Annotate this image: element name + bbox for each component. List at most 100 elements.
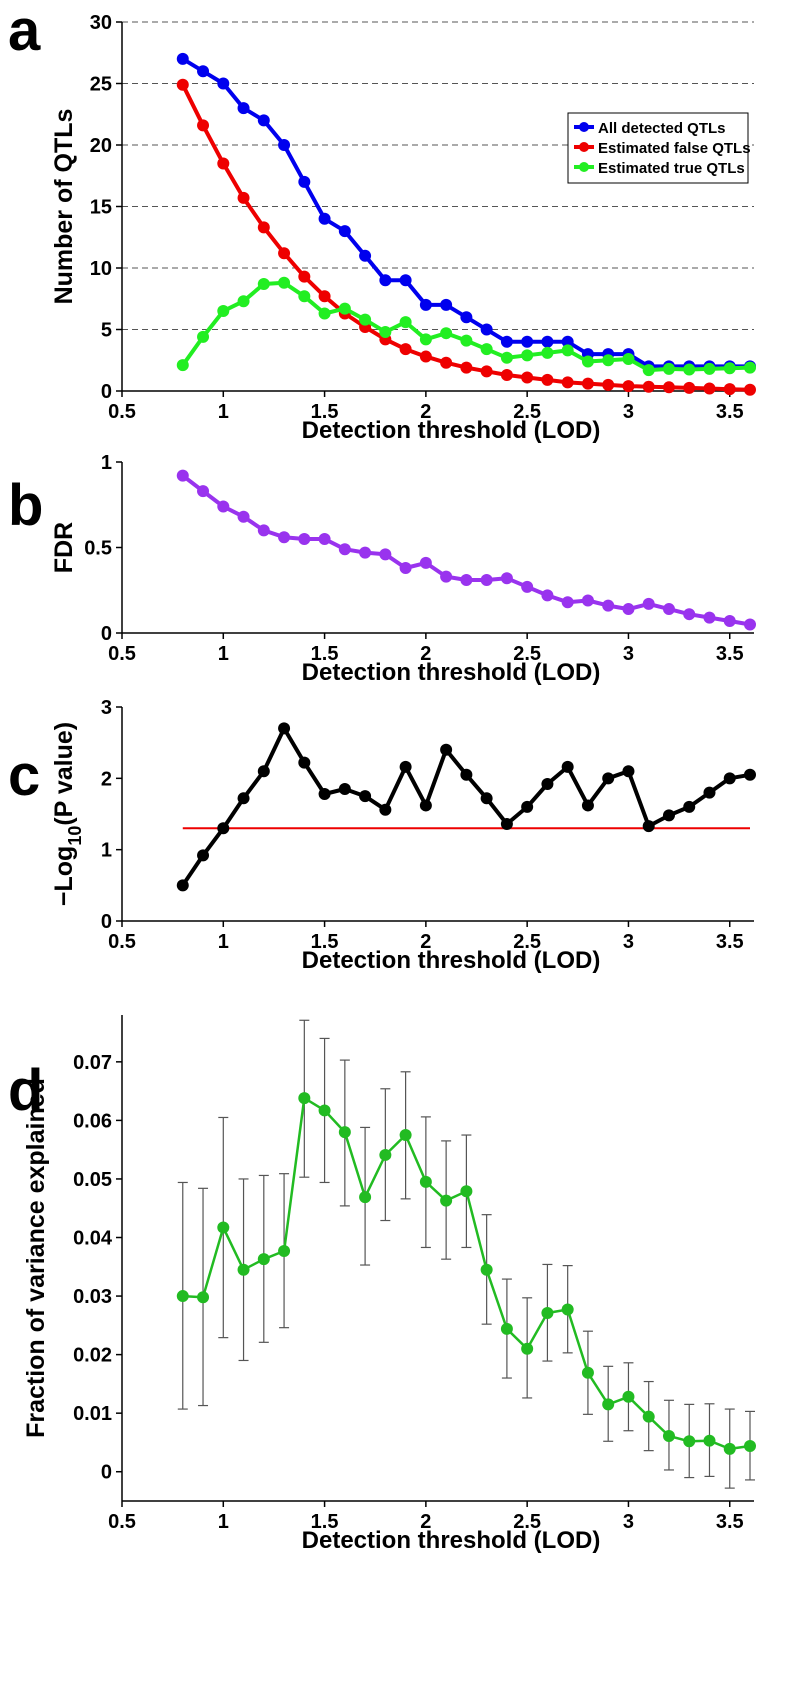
data-point [541, 778, 554, 791]
data-point [217, 822, 230, 835]
data-point [237, 1263, 250, 1276]
data-point [278, 722, 291, 735]
data-point [541, 335, 554, 348]
panel-a: a 0 5 10 15 20 25 30 0.5 1 1.5 2 2.5 3 3.5 Detection t… [8, 0, 756, 444]
data-point [602, 772, 615, 785]
data-point [278, 276, 291, 289]
data-point [622, 765, 635, 778]
data-point [662, 1430, 675, 1443]
y-tick-label: 25 [90, 74, 112, 96]
data-point [278, 139, 291, 151]
data-point [399, 760, 412, 773]
legend: All detected QTLs Estimated false QTLs Est… [567, 112, 751, 184]
data-point [662, 381, 675, 394]
data-point [541, 346, 554, 359]
y-tick-label: 2 [101, 768, 112, 790]
x-tick-label: 3 [623, 1511, 634, 1533]
data-point [500, 572, 513, 585]
data-point [500, 335, 513, 348]
x-tick-label: 3.5 [716, 401, 744, 423]
data-point [257, 765, 270, 778]
data-point [176, 469, 189, 482]
y-tick-label: 10 [90, 258, 112, 280]
x-tick-label: 3.5 [716, 931, 744, 953]
y-tick-label: 0.01 [73, 1403, 112, 1425]
data-point [217, 157, 230, 170]
data-point [298, 290, 311, 303]
data-point [359, 313, 372, 326]
x-tick-label: 1 [218, 643, 229, 665]
data-point [703, 1434, 716, 1447]
data-point [399, 562, 412, 575]
data-point [440, 570, 453, 583]
data-point [440, 743, 453, 756]
data-point [622, 353, 635, 366]
x-tick-label: 3 [623, 401, 634, 423]
data-point [683, 1435, 696, 1448]
y-tick-label: 15 [90, 197, 112, 219]
data-point [662, 809, 675, 822]
data-point [217, 305, 230, 318]
x-tick-label: 1.5 [311, 1511, 339, 1533]
data-point [338, 225, 351, 238]
data-point [237, 102, 250, 115]
data-point [723, 615, 736, 628]
y-axis-label: Fraction of variance explained [22, 1078, 50, 1438]
x-tick-label: 1.5 [311, 643, 339, 665]
legend-swatch-marker [579, 162, 589, 172]
x-tick-label: 0.5 [108, 1511, 136, 1533]
y-tick-label: 1 [101, 840, 112, 862]
data-point [399, 274, 412, 287]
data-point [237, 295, 250, 308]
y-tick-label: 0.04 [73, 1228, 113, 1250]
panel-d: d 0 0.01 0.02 0.03 0.04 0.05 0.06 0.07 0.5 1 1.5 2 2… [8, 1015, 756, 1554]
data-point [440, 1194, 453, 1207]
data-point [500, 817, 513, 830]
y-tick-label: 20 [90, 135, 112, 157]
data-point [521, 580, 534, 593]
data-point [217, 1221, 230, 1234]
panel-label-a: a [8, 0, 41, 63]
data-point [237, 510, 250, 523]
data-point [318, 290, 331, 303]
y-tick-label: 5 [101, 320, 112, 342]
data-point [237, 191, 250, 204]
data-point [602, 378, 615, 391]
data-point [581, 594, 594, 607]
data-point [500, 351, 513, 364]
data-point [602, 1398, 615, 1411]
data-point [642, 597, 655, 610]
data-point [744, 1439, 756, 1452]
series-1 [176, 78, 756, 396]
data-point [500, 1322, 513, 1335]
data-point [237, 792, 250, 805]
data-point [521, 335, 534, 348]
data-point [318, 1104, 331, 1117]
data-point [480, 323, 493, 336]
data-point [460, 361, 473, 374]
data-point [197, 330, 210, 343]
series-0 [176, 469, 756, 631]
data-point [541, 373, 554, 386]
data-point [379, 274, 392, 287]
legend-label: Estimated false QTLs [598, 140, 751, 157]
data-point [176, 78, 189, 91]
data-point [683, 800, 696, 813]
data-point [257, 221, 270, 234]
x-axis-label: Detection threshold (LOD) [302, 417, 601, 444]
legend-swatch-marker [579, 122, 589, 132]
data-point [723, 362, 736, 375]
data-point [419, 298, 432, 311]
x-tick-label: 0.5 [108, 643, 136, 665]
x-tick-label: 2.5 [513, 401, 541, 423]
data-point [561, 376, 574, 389]
data-point [379, 325, 392, 338]
x-tick-label: 0.5 [108, 401, 136, 423]
data-point [257, 1253, 270, 1266]
y-axis-label-main: −Log [50, 846, 78, 906]
series-0 [176, 52, 756, 373]
y-axis-label-sub: 10 [65, 826, 85, 846]
data-point [602, 354, 615, 367]
data-point [197, 849, 210, 862]
